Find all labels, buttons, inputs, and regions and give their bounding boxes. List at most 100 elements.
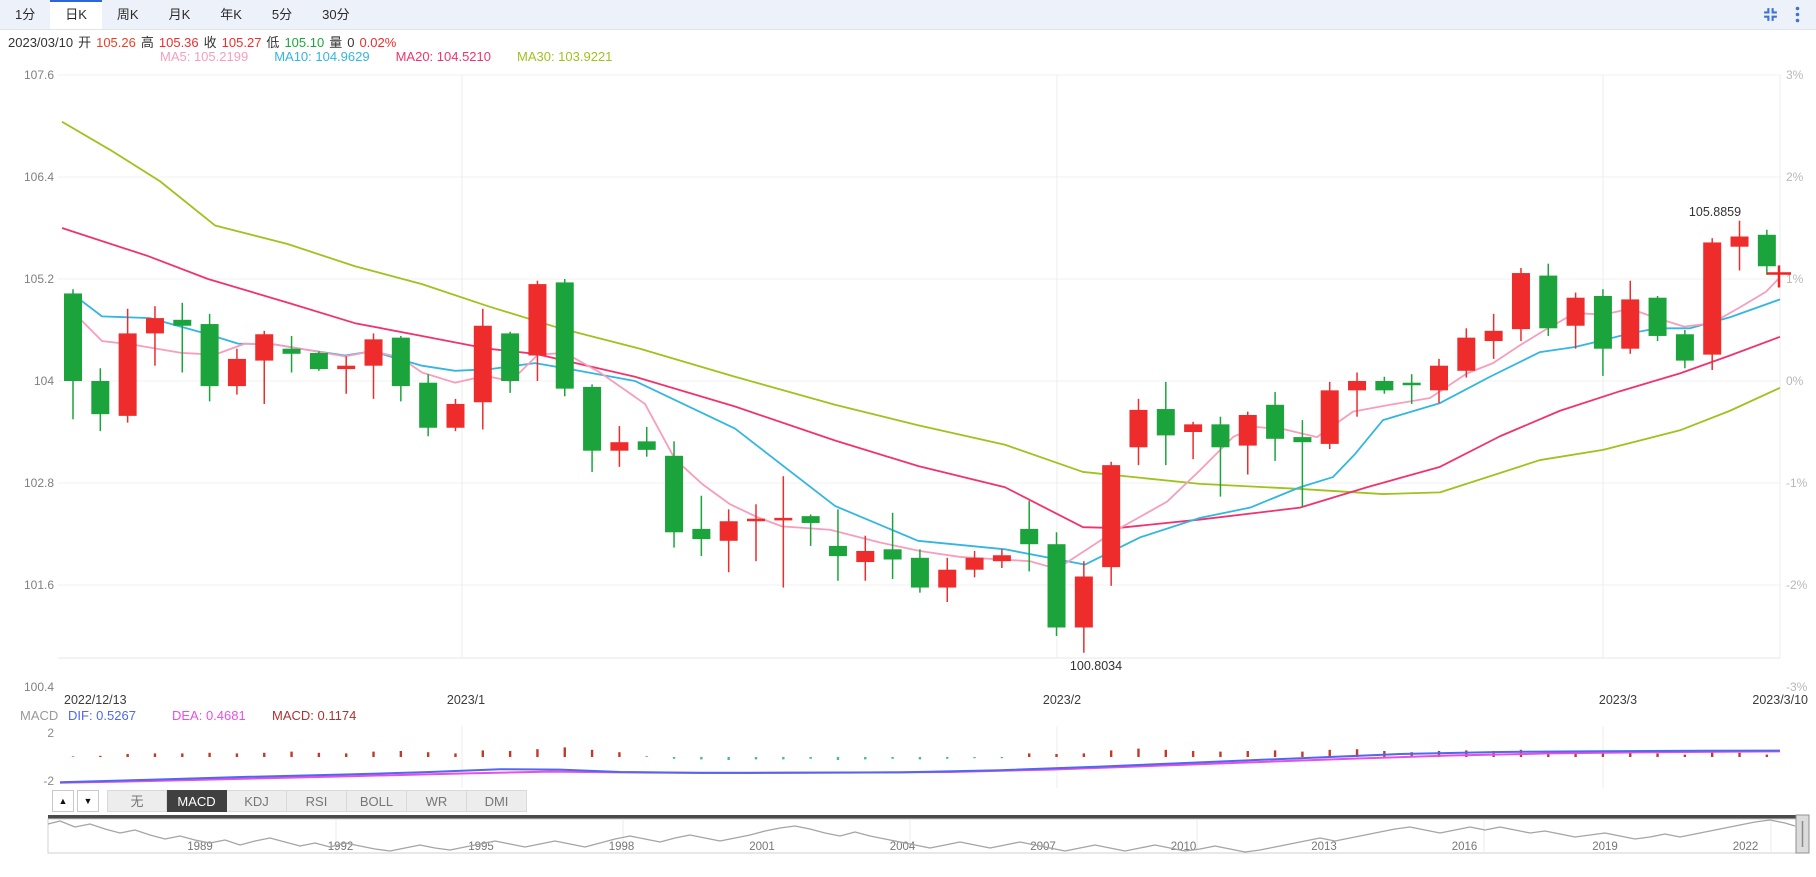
candle[interactable] bbox=[665, 441, 684, 548]
indicator-tab-WR[interactable]: WR bbox=[407, 790, 467, 812]
candle[interactable] bbox=[1266, 392, 1285, 461]
indicator-tab-bar: ▲ ▼ 无 MACD KDJ RSI BOLL WR DMI bbox=[52, 790, 527, 812]
period-tab-5分[interactable]: 5分 bbox=[271, 7, 293, 22]
candle[interactable] bbox=[1593, 289, 1612, 376]
candle[interactable] bbox=[145, 306, 164, 366]
candle[interactable] bbox=[282, 335, 301, 373]
period-tab-日K[interactable]: 日K bbox=[50, 0, 102, 29]
indicator-collapse-button[interactable]: ▲ bbox=[52, 790, 74, 812]
candle[interactable] bbox=[337, 356, 356, 394]
candle[interactable] bbox=[719, 509, 738, 573]
indicator-tab-无[interactable]: 无 bbox=[107, 790, 167, 812]
candle[interactable] bbox=[1129, 398, 1148, 466]
candle[interactable] bbox=[391, 335, 410, 402]
candle[interactable] bbox=[1184, 421, 1203, 460]
candle[interactable] bbox=[64, 289, 82, 420]
candle[interactable] bbox=[118, 308, 137, 423]
candle[interactable] bbox=[173, 302, 192, 373]
candle[interactable] bbox=[801, 514, 820, 546]
macd-axis-label: -2 bbox=[43, 774, 54, 788]
candle-body bbox=[309, 352, 328, 370]
candle[interactable] bbox=[309, 351, 328, 371]
minimap-selected-range-bar[interactable] bbox=[48, 815, 1796, 819]
candle[interactable] bbox=[1621, 280, 1640, 354]
candle[interactable] bbox=[774, 476, 793, 588]
candle[interactable] bbox=[1320, 381, 1339, 449]
candle[interactable] bbox=[91, 368, 110, 432]
candle-body bbox=[118, 333, 137, 416]
candle[interactable] bbox=[1156, 381, 1175, 466]
candle[interactable] bbox=[1675, 330, 1694, 369]
minimap-drag-handle[interactable] bbox=[1795, 814, 1810, 854]
candle[interactable] bbox=[1293, 420, 1312, 507]
candle[interactable] bbox=[692, 495, 711, 557]
candle[interactable] bbox=[419, 374, 438, 437]
candle[interactable] bbox=[364, 333, 383, 399]
candle[interactable] bbox=[747, 504, 765, 562]
indicator-tab-MACD[interactable]: MACD bbox=[167, 790, 227, 812]
candle[interactable] bbox=[610, 426, 629, 467]
candle[interactable] bbox=[1402, 374, 1421, 404]
candle[interactable] bbox=[910, 549, 929, 593]
collapse-icon[interactable] bbox=[1762, 6, 1779, 23]
candle[interactable] bbox=[1703, 238, 1722, 370]
candle[interactable] bbox=[1648, 296, 1667, 342]
candle[interactable] bbox=[255, 330, 274, 404]
candle[interactable] bbox=[1730, 220, 1749, 271]
period-tab-30分[interactable]: 30分 bbox=[322, 7, 350, 22]
candle[interactable] bbox=[446, 398, 465, 432]
candle[interactable] bbox=[528, 280, 547, 381]
macd-histogram-bar bbox=[782, 757, 785, 760]
candle[interactable] bbox=[637, 426, 656, 457]
date-axis-label: 2023/2 bbox=[1043, 693, 1081, 707]
candle[interactable] bbox=[856, 535, 875, 581]
candle[interactable] bbox=[501, 331, 520, 393]
period-tab-月K[interactable]: 月K bbox=[168, 7, 191, 22]
indicator-tab-KDJ[interactable]: KDJ bbox=[227, 790, 287, 812]
candle-body bbox=[883, 549, 902, 560]
candle[interactable] bbox=[555, 279, 574, 397]
candle[interactable] bbox=[200, 313, 219, 402]
candle[interactable] bbox=[938, 557, 957, 602]
candle[interactable] bbox=[1102, 461, 1121, 586]
candle[interactable] bbox=[1566, 292, 1585, 349]
candle[interactable] bbox=[227, 348, 246, 395]
indicator-tab-DMI[interactable]: DMI bbox=[467, 790, 527, 812]
macd-histogram-bar bbox=[1738, 752, 1741, 757]
indicator-tab-BOLL[interactable]: BOLL bbox=[347, 790, 407, 812]
indicator-expand-button[interactable]: ▼ bbox=[77, 790, 99, 812]
candle[interactable] bbox=[965, 551, 984, 578]
date-axis-label: 2023/1 bbox=[447, 693, 485, 707]
candle-body bbox=[965, 557, 984, 570]
candle-body bbox=[145, 318, 164, 334]
candle[interactable] bbox=[583, 384, 602, 472]
candle-body bbox=[692, 528, 711, 540]
candle[interactable] bbox=[883, 512, 902, 580]
more-icon[interactable] bbox=[1795, 6, 1800, 23]
candle-body bbox=[1566, 297, 1585, 326]
candle[interactable] bbox=[1757, 229, 1776, 275]
quote-field: 0 bbox=[347, 35, 355, 50]
candle[interactable] bbox=[1511, 267, 1530, 342]
macd-histogram-bar bbox=[1191, 751, 1195, 757]
candle[interactable] bbox=[1047, 532, 1066, 636]
candle[interactable] bbox=[1211, 416, 1230, 497]
period-tab-1分[interactable]: 1分 bbox=[15, 7, 36, 22]
candle[interactable] bbox=[1539, 263, 1558, 336]
candle[interactable] bbox=[992, 549, 1011, 568]
candle[interactable] bbox=[1484, 313, 1503, 359]
candle[interactable] bbox=[1020, 500, 1039, 572]
candle[interactable] bbox=[473, 308, 492, 430]
indicator-tab-RSI[interactable]: RSI bbox=[287, 790, 347, 812]
candle[interactable] bbox=[1430, 358, 1448, 404]
candle[interactable] bbox=[1457, 328, 1476, 378]
period-tab-年K[interactable]: 年K bbox=[220, 7, 242, 22]
candle-body bbox=[719, 521, 738, 541]
candle[interactable] bbox=[828, 509, 847, 581]
candle[interactable] bbox=[1375, 376, 1394, 394]
period-tab-周K[interactable]: 周K bbox=[116, 7, 139, 22]
candle[interactable] bbox=[1238, 411, 1257, 475]
candle[interactable] bbox=[1074, 561, 1093, 653]
candle[interactable] bbox=[1348, 372, 1367, 417]
